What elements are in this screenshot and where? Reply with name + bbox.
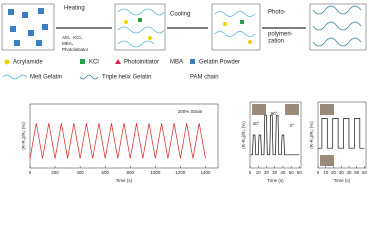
x-axis-title: Time (s) xyxy=(267,178,284,183)
legend-icon xyxy=(79,74,99,80)
y-axis-title: (R-R₀)/R₀ (%) xyxy=(21,122,26,150)
x-tick-label: 1400 xyxy=(200,170,211,175)
y-axis-title: (R-R₀)/R₀ (%) xyxy=(241,121,246,149)
x-tick-label: 0 xyxy=(249,170,252,175)
cooling: Cooling xyxy=(170,12,190,18)
photos xyxy=(252,104,334,166)
x-tick-label: 20 xyxy=(264,170,270,175)
gelatin-powder xyxy=(8,8,48,46)
figure: Heating AM、KCl、 MBA、 Photoinitiator Cool… xyxy=(1,3,368,183)
kcl-dots xyxy=(138,18,244,24)
x-tick-label: 50 xyxy=(354,170,360,175)
x-tick-label: 30 xyxy=(339,170,345,175)
process xyxy=(1,3,367,51)
legend-icon xyxy=(115,59,121,64)
legend-label: PAM chain xyxy=(190,75,219,81)
data-line xyxy=(318,118,365,149)
legend-label: KCl xyxy=(89,60,99,66)
legend-icon xyxy=(80,59,85,64)
x-tick-label: 400 xyxy=(76,170,84,175)
x-axis-title: Time (s) xyxy=(334,178,351,183)
legend-icon xyxy=(190,59,195,64)
photo-line: polymeri- xyxy=(268,32,293,38)
beaker-2 xyxy=(114,3,166,51)
x-tick-label: 40 xyxy=(280,170,286,175)
x-tick-label: 40 xyxy=(346,170,352,175)
legend-label: Acrylamide xyxy=(13,60,43,66)
annotation: 200% Strain xyxy=(178,109,203,114)
legend-icon xyxy=(4,59,10,65)
x-tick-label: 30 xyxy=(272,170,278,175)
page: {"diagram":{"heating":{"title":"Heating"… xyxy=(1,3,368,184)
legend-icon xyxy=(2,74,28,80)
x-tick-label: 200 xyxy=(51,170,59,175)
annotation: 0° xyxy=(290,123,295,128)
data-line xyxy=(250,114,300,156)
x-tick-label: 1000 xyxy=(150,170,161,175)
annotation: 90° xyxy=(271,111,278,116)
x-tick-label: 10 xyxy=(323,170,329,175)
y-axis-title: (R-R₀)/R₀ (%) xyxy=(309,121,314,149)
x-tick-label: 50 xyxy=(289,170,295,175)
photo-line: Photo- xyxy=(268,10,286,16)
beaker-1 xyxy=(1,3,55,51)
x-tick-label: 10 xyxy=(256,170,262,175)
plot-frame xyxy=(249,101,302,169)
annotation: 30° xyxy=(253,121,260,126)
photo-line: zation xyxy=(268,39,284,45)
x-tick-label: 1200 xyxy=(175,170,186,175)
beaker-4 xyxy=(309,3,367,51)
acrylamide-dots xyxy=(124,20,252,44)
legend-label: Melt Gelatin xyxy=(30,75,62,81)
x-tick-label: 800 xyxy=(127,170,135,175)
plot-frame xyxy=(29,103,219,169)
x-axis-title: Time (s) xyxy=(116,178,133,183)
heating-line: Photoinitiator xyxy=(62,47,89,52)
legend-label: Photoinitiator xyxy=(124,60,159,66)
plot-frame xyxy=(317,101,367,169)
x-tick-label: 20 xyxy=(331,170,337,175)
x-tick-label: 60 xyxy=(297,170,303,175)
beaker-3 xyxy=(211,3,261,51)
data-line xyxy=(29,123,206,159)
x-tick-label: 0 xyxy=(29,170,32,175)
x-tick-label: 600 xyxy=(101,170,109,175)
legend-label: Triple helix Gelatin xyxy=(102,75,151,81)
legend-label: Gelatin Powder xyxy=(199,60,240,66)
gelatin-chains xyxy=(117,5,362,48)
x-tick-label: 0 xyxy=(317,170,320,175)
heating-title: Heating xyxy=(64,6,85,12)
heating-line: AM、KCl、 xyxy=(62,35,85,40)
legend-label: MBA xyxy=(170,60,183,66)
x-tick-label: 60 xyxy=(362,170,368,175)
heating-line: MBA、 xyxy=(62,41,76,46)
